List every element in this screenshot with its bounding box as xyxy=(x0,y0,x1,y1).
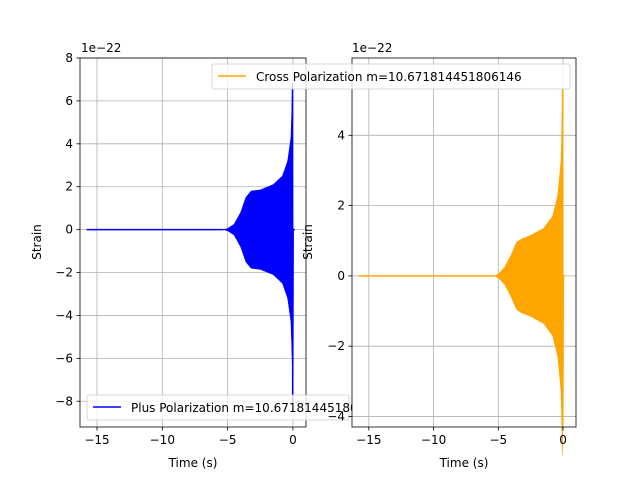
y-tick-label: 4 xyxy=(337,128,345,142)
x-tick-label: −15 xyxy=(84,433,109,447)
y-offset-text: 1e−22 xyxy=(81,41,121,55)
y-tick-label: 4 xyxy=(65,137,73,151)
axes-frame xyxy=(79,57,307,428)
x-axis-ticks: −15 −10 −5 0 xyxy=(84,427,297,447)
y-tick-label: 0 xyxy=(65,223,73,237)
y-axis-label: Strain xyxy=(30,224,44,260)
y-tick-label: 2 xyxy=(65,180,73,194)
y-tick-label: −8 xyxy=(55,394,73,408)
y-offset-text: 1e−22 xyxy=(352,41,392,55)
x-tick-label: 0 xyxy=(289,433,297,447)
waveform-merger-spike xyxy=(560,86,565,424)
x-tick-label: −10 xyxy=(150,433,175,447)
legend-box xyxy=(86,394,350,421)
y-tick-label: −4 xyxy=(327,409,345,423)
x-axis-label: Time (s) xyxy=(439,456,489,470)
y-tick-label: 6 xyxy=(65,94,73,108)
x-tick-label: 0 xyxy=(559,433,567,447)
legend-box xyxy=(211,63,571,90)
plus-polarization-axes: −15 −10 −5 0 −8 −6 −4 −2 0 2 4 6 8 1e−22 Time (s) S… xyxy=(30,41,388,470)
y-axis-ticks: −8 −6 −4 −2 0 2 4 6 8 xyxy=(55,51,80,408)
legend: Plus Polarization m=10.671814451806146 xyxy=(86,394,388,421)
y-tick-label: 0 xyxy=(337,269,345,283)
y-tick-label: −2 xyxy=(327,339,345,353)
x-tick-label: −5 xyxy=(219,433,237,447)
y-tick-label: 8 xyxy=(65,51,73,65)
x-tick-label: −5 xyxy=(489,433,507,447)
series-lines xyxy=(358,86,565,456)
x-tick-label: −10 xyxy=(421,433,446,447)
y-tick-label: 2 xyxy=(337,199,345,213)
y-tick-label: −2 xyxy=(55,266,73,280)
legend-label: Cross Polarization m=10.671814451806146 xyxy=(256,70,522,84)
y-tick-label: −4 xyxy=(55,308,73,322)
legend-label: Plus Polarization m=10.671814451806146 xyxy=(131,401,388,415)
y-axis-ticks: −4 −2 0 2 4 xyxy=(327,128,352,423)
x-axis-ticks: −15 −10 −5 0 xyxy=(356,427,567,447)
legend: Cross Polarization m=10.671814451806146 xyxy=(211,63,571,90)
x-tick-label: −15 xyxy=(356,433,381,447)
axes-frame xyxy=(351,57,577,428)
y-tick-label: −6 xyxy=(55,351,73,365)
y-axis-label: Strain xyxy=(301,224,315,260)
x-axis-label: Time (s) xyxy=(168,456,218,470)
